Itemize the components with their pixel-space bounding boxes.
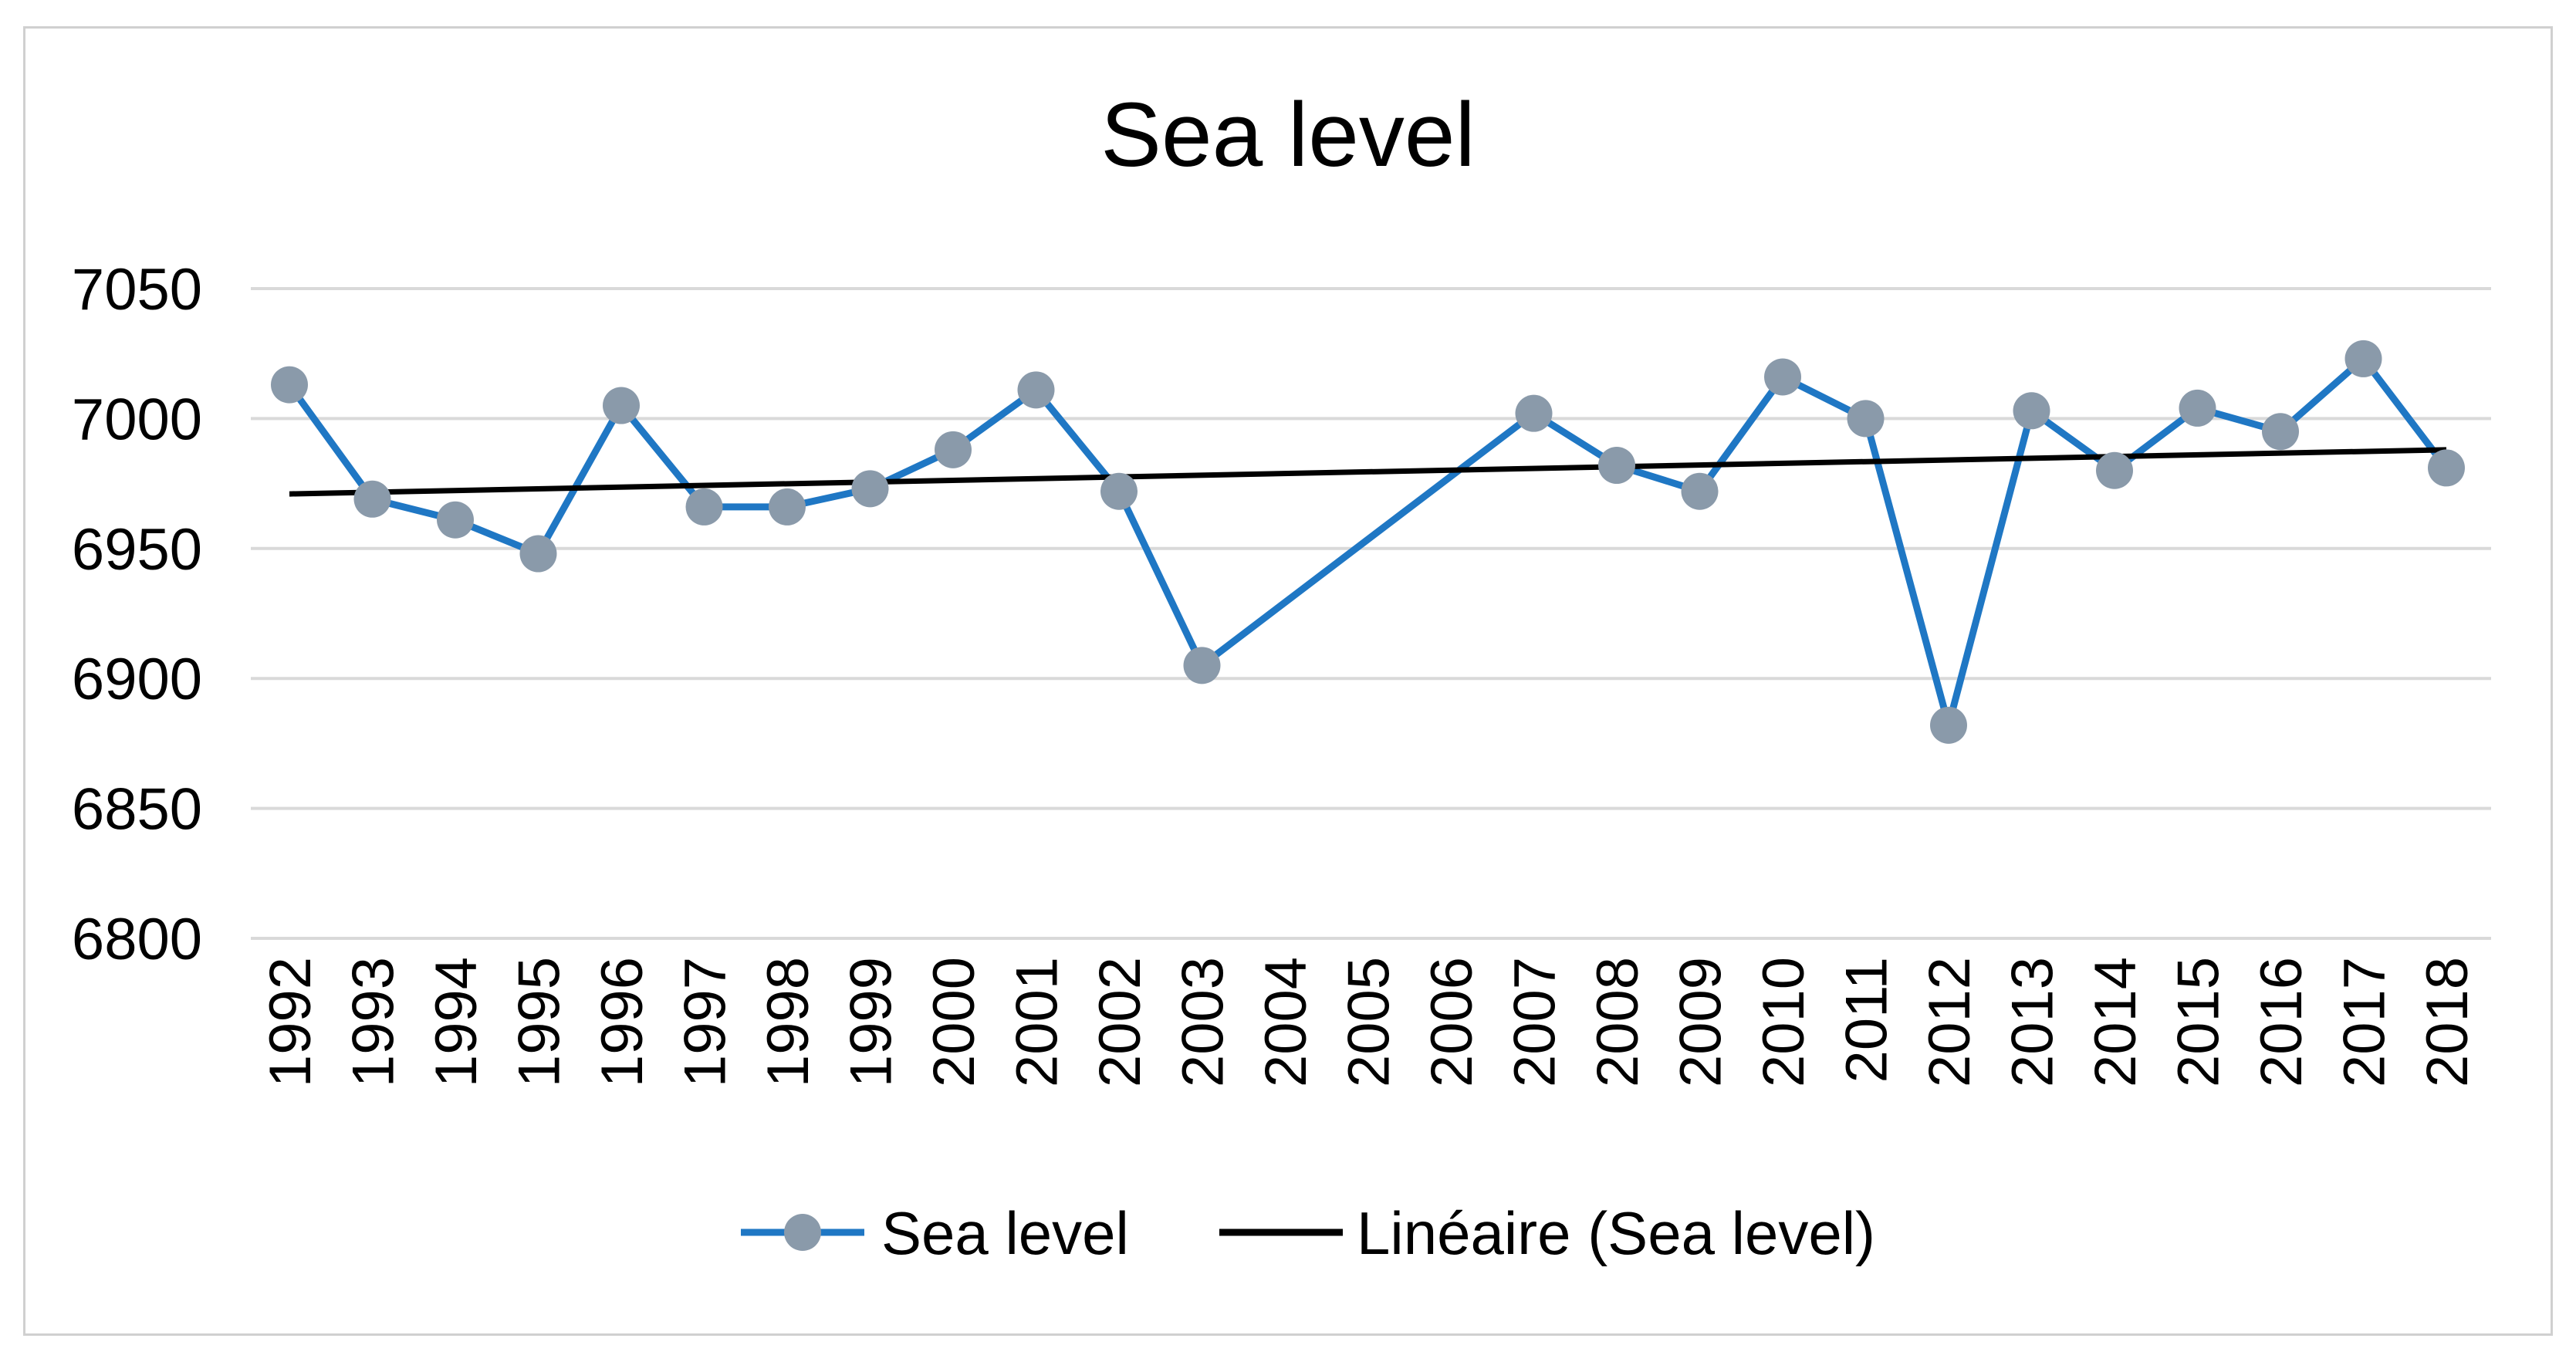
data-point-1999 bbox=[851, 470, 889, 508]
y-tick-label: 7000 bbox=[72, 387, 202, 452]
x-tick-label: 2016 bbox=[2249, 957, 2314, 1087]
x-tick-label: 2001 bbox=[1005, 957, 1070, 1087]
data-point-2007 bbox=[1515, 394, 1553, 432]
x-tick-label: 2017 bbox=[2332, 957, 2398, 1087]
data-point-2009 bbox=[1681, 472, 1719, 510]
x-tick-label: 2011 bbox=[1834, 957, 1900, 1083]
x-tick-label: 1995 bbox=[507, 957, 573, 1087]
data-point-2012 bbox=[1930, 706, 1967, 744]
legend-marker-sea-level bbox=[784, 1214, 821, 1251]
y-tick-label: 6800 bbox=[72, 907, 202, 972]
y-tick-label: 7050 bbox=[72, 257, 202, 323]
chart-title: Sea level bbox=[1100, 84, 1475, 186]
data-point-2015 bbox=[2179, 389, 2216, 427]
series-markers bbox=[271, 340, 2465, 744]
y-tick-label: 6850 bbox=[72, 777, 202, 843]
x-tick-label: 2006 bbox=[1419, 957, 1485, 1087]
x-tick-label: 1996 bbox=[590, 957, 655, 1087]
data-point-1992 bbox=[271, 366, 308, 404]
chart-frame bbox=[23, 26, 2553, 1336]
data-point-2010 bbox=[1764, 358, 1801, 396]
data-point-2008 bbox=[1598, 447, 1635, 485]
x-tick-label: 1993 bbox=[341, 957, 407, 1087]
data-point-2001 bbox=[1017, 371, 1055, 409]
x-tick-label: 1999 bbox=[839, 957, 904, 1087]
x-tick-label: 1992 bbox=[258, 957, 323, 1087]
data-point-2018 bbox=[2428, 449, 2465, 487]
x-tick-label: 2015 bbox=[2166, 957, 2232, 1087]
data-point-2000 bbox=[935, 431, 972, 468]
x-axis-ticks: 1992 1993 1994 1995 1996 1997 1998 1999 2000 2001… bbox=[258, 957, 2480, 1087]
data-point-2017 bbox=[2344, 340, 2382, 377]
data-point-1997 bbox=[685, 488, 723, 526]
trendline bbox=[289, 447, 2447, 497]
data-point-1996 bbox=[603, 387, 640, 424]
data-point-1995 bbox=[519, 535, 557, 573]
x-tick-label: 1998 bbox=[756, 957, 821, 1087]
x-tick-label: 2007 bbox=[1503, 957, 1568, 1087]
data-point-1993 bbox=[353, 480, 391, 518]
legend-label-trendline: Linéaire (Sea level) bbox=[1357, 1199, 1875, 1267]
x-tick-label: 2009 bbox=[1668, 957, 1734, 1087]
x-tick-label: 1994 bbox=[424, 957, 489, 1087]
x-tick-label: 2002 bbox=[1087, 957, 1153, 1087]
data-point-2013 bbox=[2013, 392, 2050, 430]
data-point-2011 bbox=[1847, 400, 1885, 438]
legend: Sea level Linéaire (Sea level) bbox=[741, 1199, 1875, 1267]
x-tick-label: 2003 bbox=[1171, 957, 1236, 1087]
legend-label-sea-level: Sea level bbox=[881, 1199, 1129, 1267]
trendline-linear bbox=[289, 447, 2447, 497]
data-point-2016 bbox=[2262, 413, 2299, 451]
x-tick-label: 2018 bbox=[2415, 957, 2480, 1087]
x-tick-label: 2014 bbox=[2083, 957, 2148, 1087]
x-tick-label: 2013 bbox=[2000, 957, 2066, 1087]
x-tick-label: 2008 bbox=[1585, 957, 1651, 1087]
x-tick-label: 2010 bbox=[1751, 957, 1817, 1087]
x-tick-label: 2012 bbox=[1917, 957, 1983, 1087]
x-tick-label: 2005 bbox=[1337, 957, 1402, 1087]
x-tick-label: 1997 bbox=[673, 957, 739, 1087]
y-tick-label: 6900 bbox=[72, 647, 202, 712]
data-point-2002 bbox=[1100, 472, 1138, 510]
data-point-1998 bbox=[769, 488, 806, 526]
y-axis-ticks: 6800 6850 6900 6950 7000 7050 bbox=[72, 257, 202, 972]
y-tick-label: 6950 bbox=[72, 517, 202, 583]
data-point-2003 bbox=[1183, 647, 1221, 684]
x-tick-label: 2004 bbox=[1253, 957, 1319, 1087]
gridlines bbox=[251, 287, 2491, 940]
x-tick-label: 2000 bbox=[921, 957, 987, 1087]
data-point-2014 bbox=[2096, 451, 2133, 489]
data-point-1994 bbox=[437, 501, 474, 539]
